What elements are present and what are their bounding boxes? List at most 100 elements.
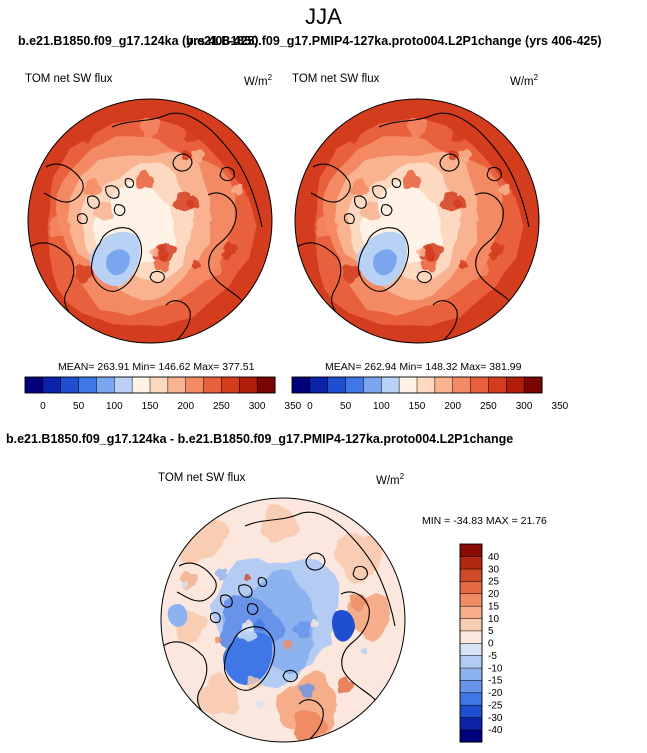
colorbar-tick-label: -40 bbox=[488, 725, 503, 736]
map-border bbox=[294, 98, 540, 344]
colorbar-swatch bbox=[131, 376, 151, 394]
field-speckle bbox=[186, 195, 200, 209]
field-speckle bbox=[184, 125, 203, 143]
left-units-label: W/m2 bbox=[244, 73, 273, 88]
eurasia-arctic-coastline bbox=[244, 511, 396, 627]
archipelago-coastline bbox=[391, 178, 402, 188]
diff-positive-patch bbox=[196, 672, 240, 715]
greenland-core-low-flux bbox=[373, 249, 397, 276]
archipelago-coastline bbox=[87, 195, 100, 209]
north-america-north-coastline bbox=[310, 163, 351, 203]
colorbar-swatch bbox=[434, 376, 454, 394]
field-speckle bbox=[451, 125, 470, 143]
iceland-coastline bbox=[416, 270, 432, 284]
colorbar-tick-label: 5 bbox=[488, 626, 494, 637]
field-speckle bbox=[92, 201, 115, 221]
barents-negative-strong bbox=[332, 609, 355, 642]
diff-stats: MIN = -34.83 MAX = 21.76 bbox=[422, 515, 547, 527]
colorbar-swatch bbox=[96, 376, 115, 394]
colorbar-frame bbox=[459, 543, 483, 743]
field-speckle bbox=[342, 264, 361, 284]
colorbar-tick-label: 300 bbox=[249, 401, 266, 412]
colorbar-swatch bbox=[506, 376, 525, 394]
colorbar-swatch bbox=[452, 376, 472, 394]
map-border bbox=[27, 98, 273, 344]
field-speckle bbox=[75, 264, 94, 284]
difference-polar-map bbox=[160, 497, 406, 743]
colorbar-tick-label: 15 bbox=[488, 601, 500, 612]
left-stats: MEAN= 263.91 Min= 146.62 Max= 377.51 bbox=[58, 361, 255, 373]
diff-positive-patch bbox=[333, 533, 384, 585]
archipelago-coastline bbox=[343, 213, 355, 225]
diff-negative-patch bbox=[167, 603, 188, 627]
greenland-coastline bbox=[357, 227, 410, 292]
field-speckle bbox=[83, 178, 103, 196]
colorbar-swatch bbox=[459, 655, 483, 669]
greenland-negative-strong bbox=[222, 632, 273, 686]
iceland-coastline bbox=[282, 669, 298, 683]
colorbar-tick-label: 100 bbox=[373, 401, 390, 412]
archipelago-coastline bbox=[124, 178, 135, 188]
diff-positive-patch bbox=[293, 710, 329, 742]
colorbar-tick-label: 100 bbox=[106, 401, 123, 412]
colorbar-swatch bbox=[327, 376, 347, 394]
archipelago-coastline bbox=[372, 185, 387, 199]
colorbar-swatch bbox=[363, 376, 382, 394]
right-variable-label: TOM net SW flux bbox=[292, 73, 380, 85]
scandinavia-coastline bbox=[207, 192, 257, 332]
colorbar-swatch bbox=[78, 376, 97, 394]
archipelago-coastline bbox=[380, 204, 393, 216]
colorbar-tick-label: -15 bbox=[488, 676, 503, 687]
colorbar-swatch bbox=[167, 376, 187, 394]
baltic-coastline bbox=[298, 699, 324, 741]
map-field bbox=[295, 99, 539, 343]
field-speckle bbox=[191, 149, 206, 163]
field-speckle bbox=[139, 117, 161, 140]
diff-speckle bbox=[292, 620, 311, 639]
field-speckle bbox=[458, 149, 473, 163]
right-units-label: W/m2 bbox=[510, 73, 539, 88]
colorbar-tick-label: 50 bbox=[340, 401, 352, 412]
colorbar-swatch bbox=[239, 376, 258, 394]
diff-variable-label: TOM net SW flux bbox=[158, 472, 246, 484]
arctic-island-coastline bbox=[219, 166, 235, 182]
colorbar-tick-label: 0 bbox=[307, 401, 313, 412]
colorbar-swatch bbox=[203, 376, 222, 394]
field-speckle bbox=[49, 214, 72, 238]
colorbar-tick-label: 30 bbox=[488, 564, 500, 575]
colorbar-swatch bbox=[459, 704, 483, 718]
eurasia-arctic-coastline bbox=[111, 112, 263, 228]
field-speckle bbox=[231, 183, 244, 196]
colorbar-frame bbox=[291, 376, 543, 394]
colorbar-swatch bbox=[459, 556, 483, 570]
colorbar-swatch bbox=[256, 376, 276, 394]
difference-title: b.e21.B1850.f09_g17.124ka - b.e21.B1850.… bbox=[6, 432, 514, 446]
arctic-island-coastline bbox=[305, 552, 326, 571]
colorbar-swatch bbox=[459, 605, 483, 619]
field-speckle bbox=[342, 122, 361, 144]
colorbar-swatch bbox=[24, 376, 44, 394]
colorbar-swatch bbox=[470, 376, 489, 394]
diff-speckle bbox=[236, 623, 258, 642]
iceland-coastline bbox=[149, 270, 165, 284]
colorbar-swatch bbox=[345, 376, 364, 394]
right-polar-map bbox=[294, 98, 540, 344]
diff-units-label: W/m2 bbox=[376, 472, 405, 487]
field-speckle bbox=[136, 169, 155, 190]
colorbar-tick-label: 0 bbox=[488, 639, 494, 650]
colorbar-tick-label: 300 bbox=[516, 401, 533, 412]
diff-speckle bbox=[360, 647, 368, 655]
field-speckle bbox=[406, 117, 428, 140]
colorbar-swatch bbox=[523, 376, 543, 394]
right-run-title: b.e21.B1850.f09_g17.PMIP4-127ka.proto004… bbox=[186, 34, 602, 48]
field-speckle bbox=[191, 259, 202, 270]
field-speckle bbox=[359, 201, 382, 221]
colorbar-swatch bbox=[291, 376, 311, 394]
colorbar-tick-label: 150 bbox=[409, 401, 426, 412]
diff-speckle bbox=[214, 636, 223, 644]
eurasia-arctic-coastline bbox=[378, 112, 530, 228]
colorbar-tick-label: 50 bbox=[73, 401, 85, 412]
colorbar-swatch bbox=[488, 376, 507, 394]
colorbar-tick-label: 200 bbox=[177, 401, 194, 412]
diff-speckle bbox=[298, 683, 316, 699]
